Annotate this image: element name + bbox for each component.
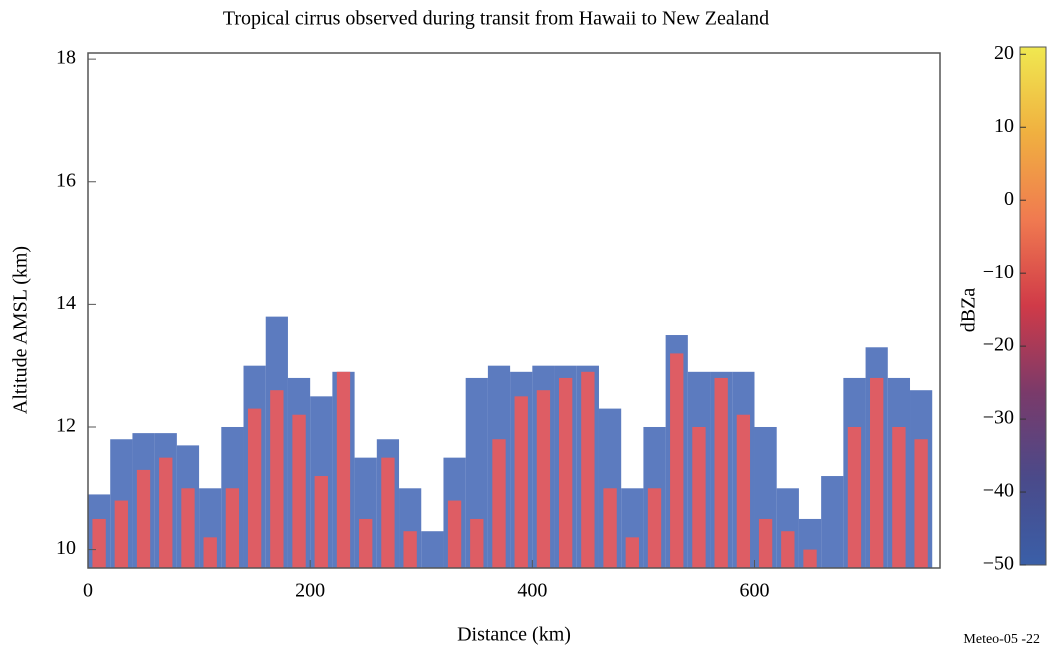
cloud-core xyxy=(181,488,195,568)
cloud-core xyxy=(114,500,128,568)
cloud-core xyxy=(247,408,262,568)
cloud-core xyxy=(803,549,817,568)
cloud-core xyxy=(514,396,528,568)
cloud-core xyxy=(670,353,684,568)
cloud-core xyxy=(381,457,395,568)
cloud-core xyxy=(714,377,728,568)
y-tick-label: 18 xyxy=(56,47,76,69)
cloud-column xyxy=(421,531,444,568)
cloud-core xyxy=(492,439,506,568)
cloud-core xyxy=(292,414,306,568)
cloud-core xyxy=(403,531,417,568)
cloud-core xyxy=(536,390,551,568)
colorbar-tick-label: 20 xyxy=(994,42,1014,64)
y-tick-label: 10 xyxy=(56,537,76,559)
cloud-core xyxy=(336,371,351,568)
cloud-core xyxy=(914,439,928,568)
colorbar-tick-label: 10 xyxy=(994,115,1014,137)
y-tick-label: 16 xyxy=(56,169,76,191)
cloud-core xyxy=(870,377,884,568)
chart-title: Tropical cirrus observed during transit … xyxy=(223,8,769,30)
x-axis-label: Distance (km) xyxy=(457,624,571,646)
x-tick-label: 0 xyxy=(83,580,93,602)
y-tick-label: 14 xyxy=(56,292,76,314)
cloud-core xyxy=(470,518,484,568)
colorbar-tick-label: −40 xyxy=(983,480,1014,502)
colorbar-tick-label: −30 xyxy=(983,407,1014,429)
cloud-core xyxy=(447,500,462,568)
cloud-core xyxy=(781,531,795,568)
colorbar xyxy=(1019,46,1047,566)
colorbar-tick-label: 0 xyxy=(1004,188,1014,210)
x-tick-label: 200 xyxy=(295,580,325,602)
cloud-column xyxy=(821,476,844,568)
cloud-core xyxy=(692,426,706,568)
cloud-core xyxy=(159,457,173,568)
plot-frame xyxy=(87,52,941,569)
cloud-core xyxy=(136,469,151,568)
cloud-core xyxy=(359,518,373,568)
x-tick-label: 400 xyxy=(517,580,547,602)
cloud-core xyxy=(647,488,662,568)
x-tick-label: 600 xyxy=(739,580,769,602)
cloud-core xyxy=(736,414,751,568)
cloud-core xyxy=(92,518,106,568)
cloud-core xyxy=(314,476,328,568)
y-tick-label: 12 xyxy=(56,415,76,437)
cloud-core xyxy=(892,426,906,568)
colorbar-label: dBZa xyxy=(958,288,980,333)
cloud-core xyxy=(847,426,862,568)
footnote: Meteo-05 -22 xyxy=(963,632,1040,647)
colorbar-tick-label: −50 xyxy=(983,553,1014,575)
y-axis-label: Altitude AMSL (km) xyxy=(10,246,32,414)
cloud-core xyxy=(203,537,217,568)
cloud-core xyxy=(758,518,773,568)
cloud-core xyxy=(558,377,573,568)
cloud-core xyxy=(581,371,595,568)
cloud-core xyxy=(225,488,240,568)
cloud-core xyxy=(625,537,639,568)
colorbar-tick-label: −20 xyxy=(983,334,1014,356)
colorbar-tick-label: −10 xyxy=(983,261,1014,283)
cloud-core xyxy=(270,390,284,568)
cloud-core xyxy=(603,488,617,568)
